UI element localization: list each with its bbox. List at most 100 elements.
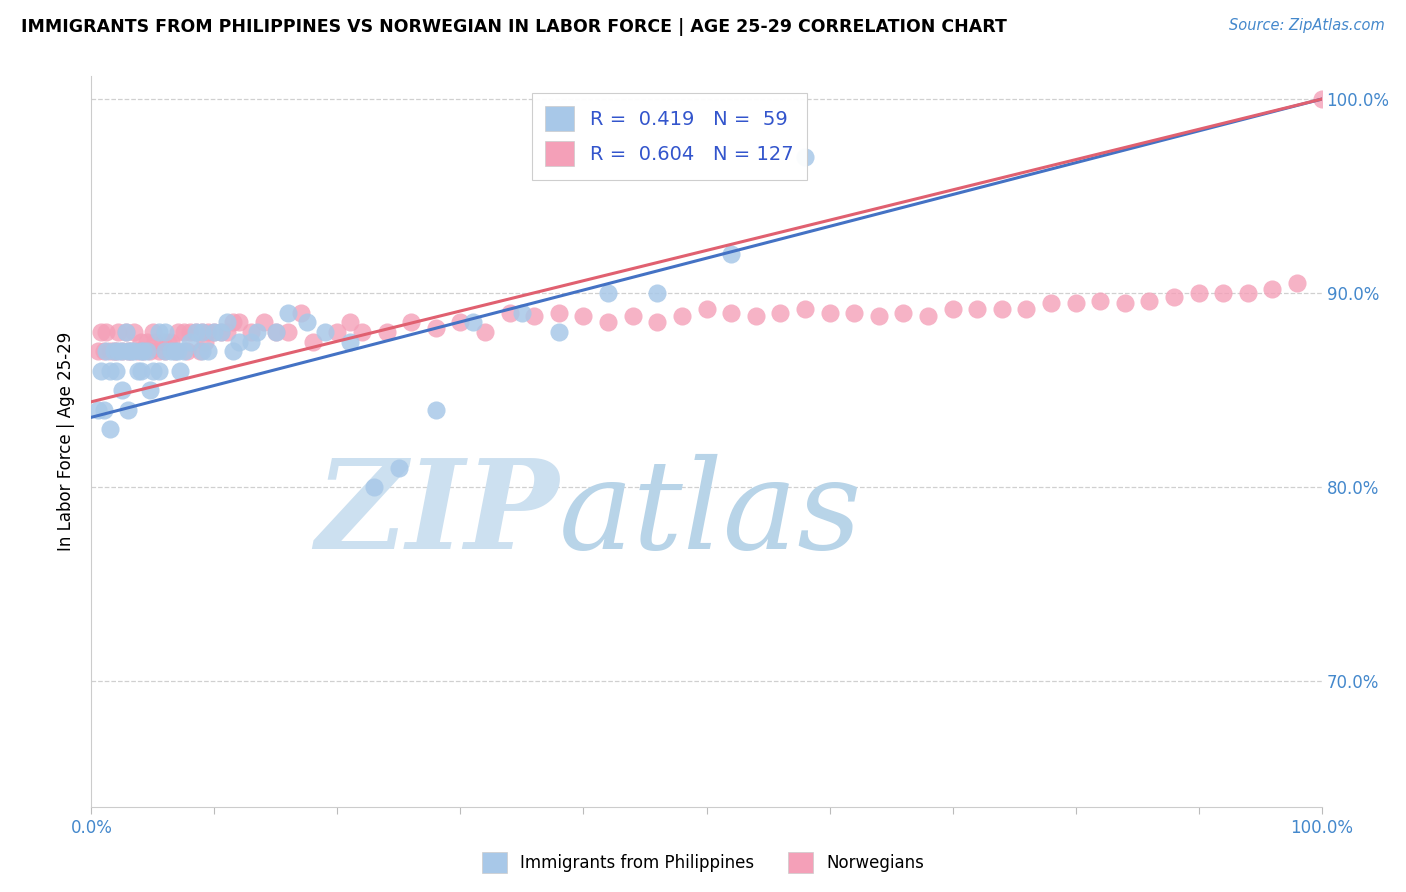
- Point: [93, 344, 115, 359]
- Point: [142, 364, 165, 378]
- Point: [105, 364, 127, 378]
- Point: [1139, 293, 1161, 308]
- Point: [163, 344, 186, 359]
- Point: [135, 334, 157, 349]
- Point: [1064, 295, 1087, 310]
- Point: [111, 383, 134, 397]
- Point: [129, 334, 152, 349]
- Point: [120, 344, 142, 359]
- Point: [107, 325, 129, 339]
- Point: [127, 344, 149, 359]
- Point: [124, 344, 146, 359]
- Point: [103, 344, 125, 359]
- Point: [1285, 277, 1308, 291]
- Point: [103, 344, 125, 359]
- Point: [246, 325, 269, 339]
- Point: [129, 344, 152, 359]
- Point: [1163, 290, 1185, 304]
- Point: [1088, 293, 1111, 308]
- Point: [1261, 282, 1284, 296]
- Point: [326, 325, 349, 339]
- Point: [215, 315, 238, 329]
- Point: [179, 334, 201, 349]
- Point: [240, 325, 263, 339]
- Point: [98, 364, 121, 378]
- Point: [498, 305, 520, 319]
- Point: [645, 286, 669, 301]
- Point: [191, 325, 214, 339]
- Point: [793, 301, 815, 316]
- Point: [202, 325, 225, 339]
- Point: [173, 325, 195, 339]
- Point: [148, 325, 170, 339]
- Point: [891, 305, 914, 319]
- Point: [720, 305, 742, 319]
- Point: [117, 344, 139, 359]
- Point: [173, 344, 195, 359]
- Point: [166, 325, 188, 339]
- Y-axis label: In Labor Force | Age 25-29: In Labor Force | Age 25-29: [58, 332, 76, 551]
- Point: [120, 344, 142, 359]
- Point: [1015, 301, 1038, 316]
- Point: [191, 344, 214, 359]
- Point: [135, 344, 157, 359]
- Point: [184, 325, 207, 339]
- Point: [917, 310, 939, 324]
- Point: [209, 325, 232, 339]
- Point: [98, 422, 121, 436]
- Point: [148, 364, 170, 378]
- Point: [127, 364, 149, 378]
- Point: [197, 325, 219, 339]
- Point: [105, 344, 127, 359]
- Point: [197, 344, 219, 359]
- Point: [163, 344, 186, 359]
- Point: [114, 325, 138, 339]
- Point: [1039, 295, 1063, 310]
- Point: [142, 325, 165, 339]
- Point: [169, 364, 191, 378]
- Point: [842, 305, 865, 319]
- Point: [139, 383, 162, 397]
- Point: [769, 305, 792, 319]
- Point: [202, 325, 225, 339]
- Point: [375, 325, 398, 339]
- Point: [228, 334, 250, 349]
- Point: [176, 344, 198, 359]
- Point: [148, 344, 170, 359]
- Point: [695, 301, 717, 316]
- Point: [425, 321, 447, 335]
- Point: [990, 301, 1012, 316]
- Point: [124, 325, 146, 339]
- Point: [745, 310, 768, 324]
- Point: [1212, 286, 1234, 301]
- Point: [596, 315, 619, 329]
- Point: [352, 325, 374, 339]
- Point: [1114, 295, 1136, 310]
- Point: [290, 305, 312, 319]
- Point: [98, 344, 121, 359]
- Legend: Immigrants from Philippines, Norwegians: Immigrants from Philippines, Norwegians: [475, 846, 931, 880]
- Point: [166, 344, 188, 359]
- Point: [1237, 286, 1260, 301]
- Point: [114, 325, 138, 339]
- Point: [671, 310, 693, 324]
- Point: [90, 325, 112, 339]
- Point: [621, 310, 644, 324]
- Text: IMMIGRANTS FROM PHILIPPINES VS NORWEGIAN IN LABOR FORCE | AGE 25-29 CORRELATION : IMMIGRANTS FROM PHILIPPINES VS NORWEGIAN…: [21, 18, 1007, 36]
- Point: [339, 334, 361, 349]
- Text: atlas: atlas: [558, 454, 862, 575]
- Point: [474, 325, 496, 339]
- Point: [277, 325, 299, 339]
- Point: [425, 402, 447, 417]
- Point: [547, 305, 569, 319]
- Point: [96, 344, 117, 359]
- Point: [129, 364, 152, 378]
- Point: [301, 334, 323, 349]
- Point: [596, 286, 619, 301]
- Point: [388, 460, 411, 475]
- Point: [153, 325, 177, 339]
- Point: [645, 315, 669, 329]
- Point: [1310, 92, 1333, 106]
- Point: [179, 325, 201, 339]
- Point: [188, 344, 211, 359]
